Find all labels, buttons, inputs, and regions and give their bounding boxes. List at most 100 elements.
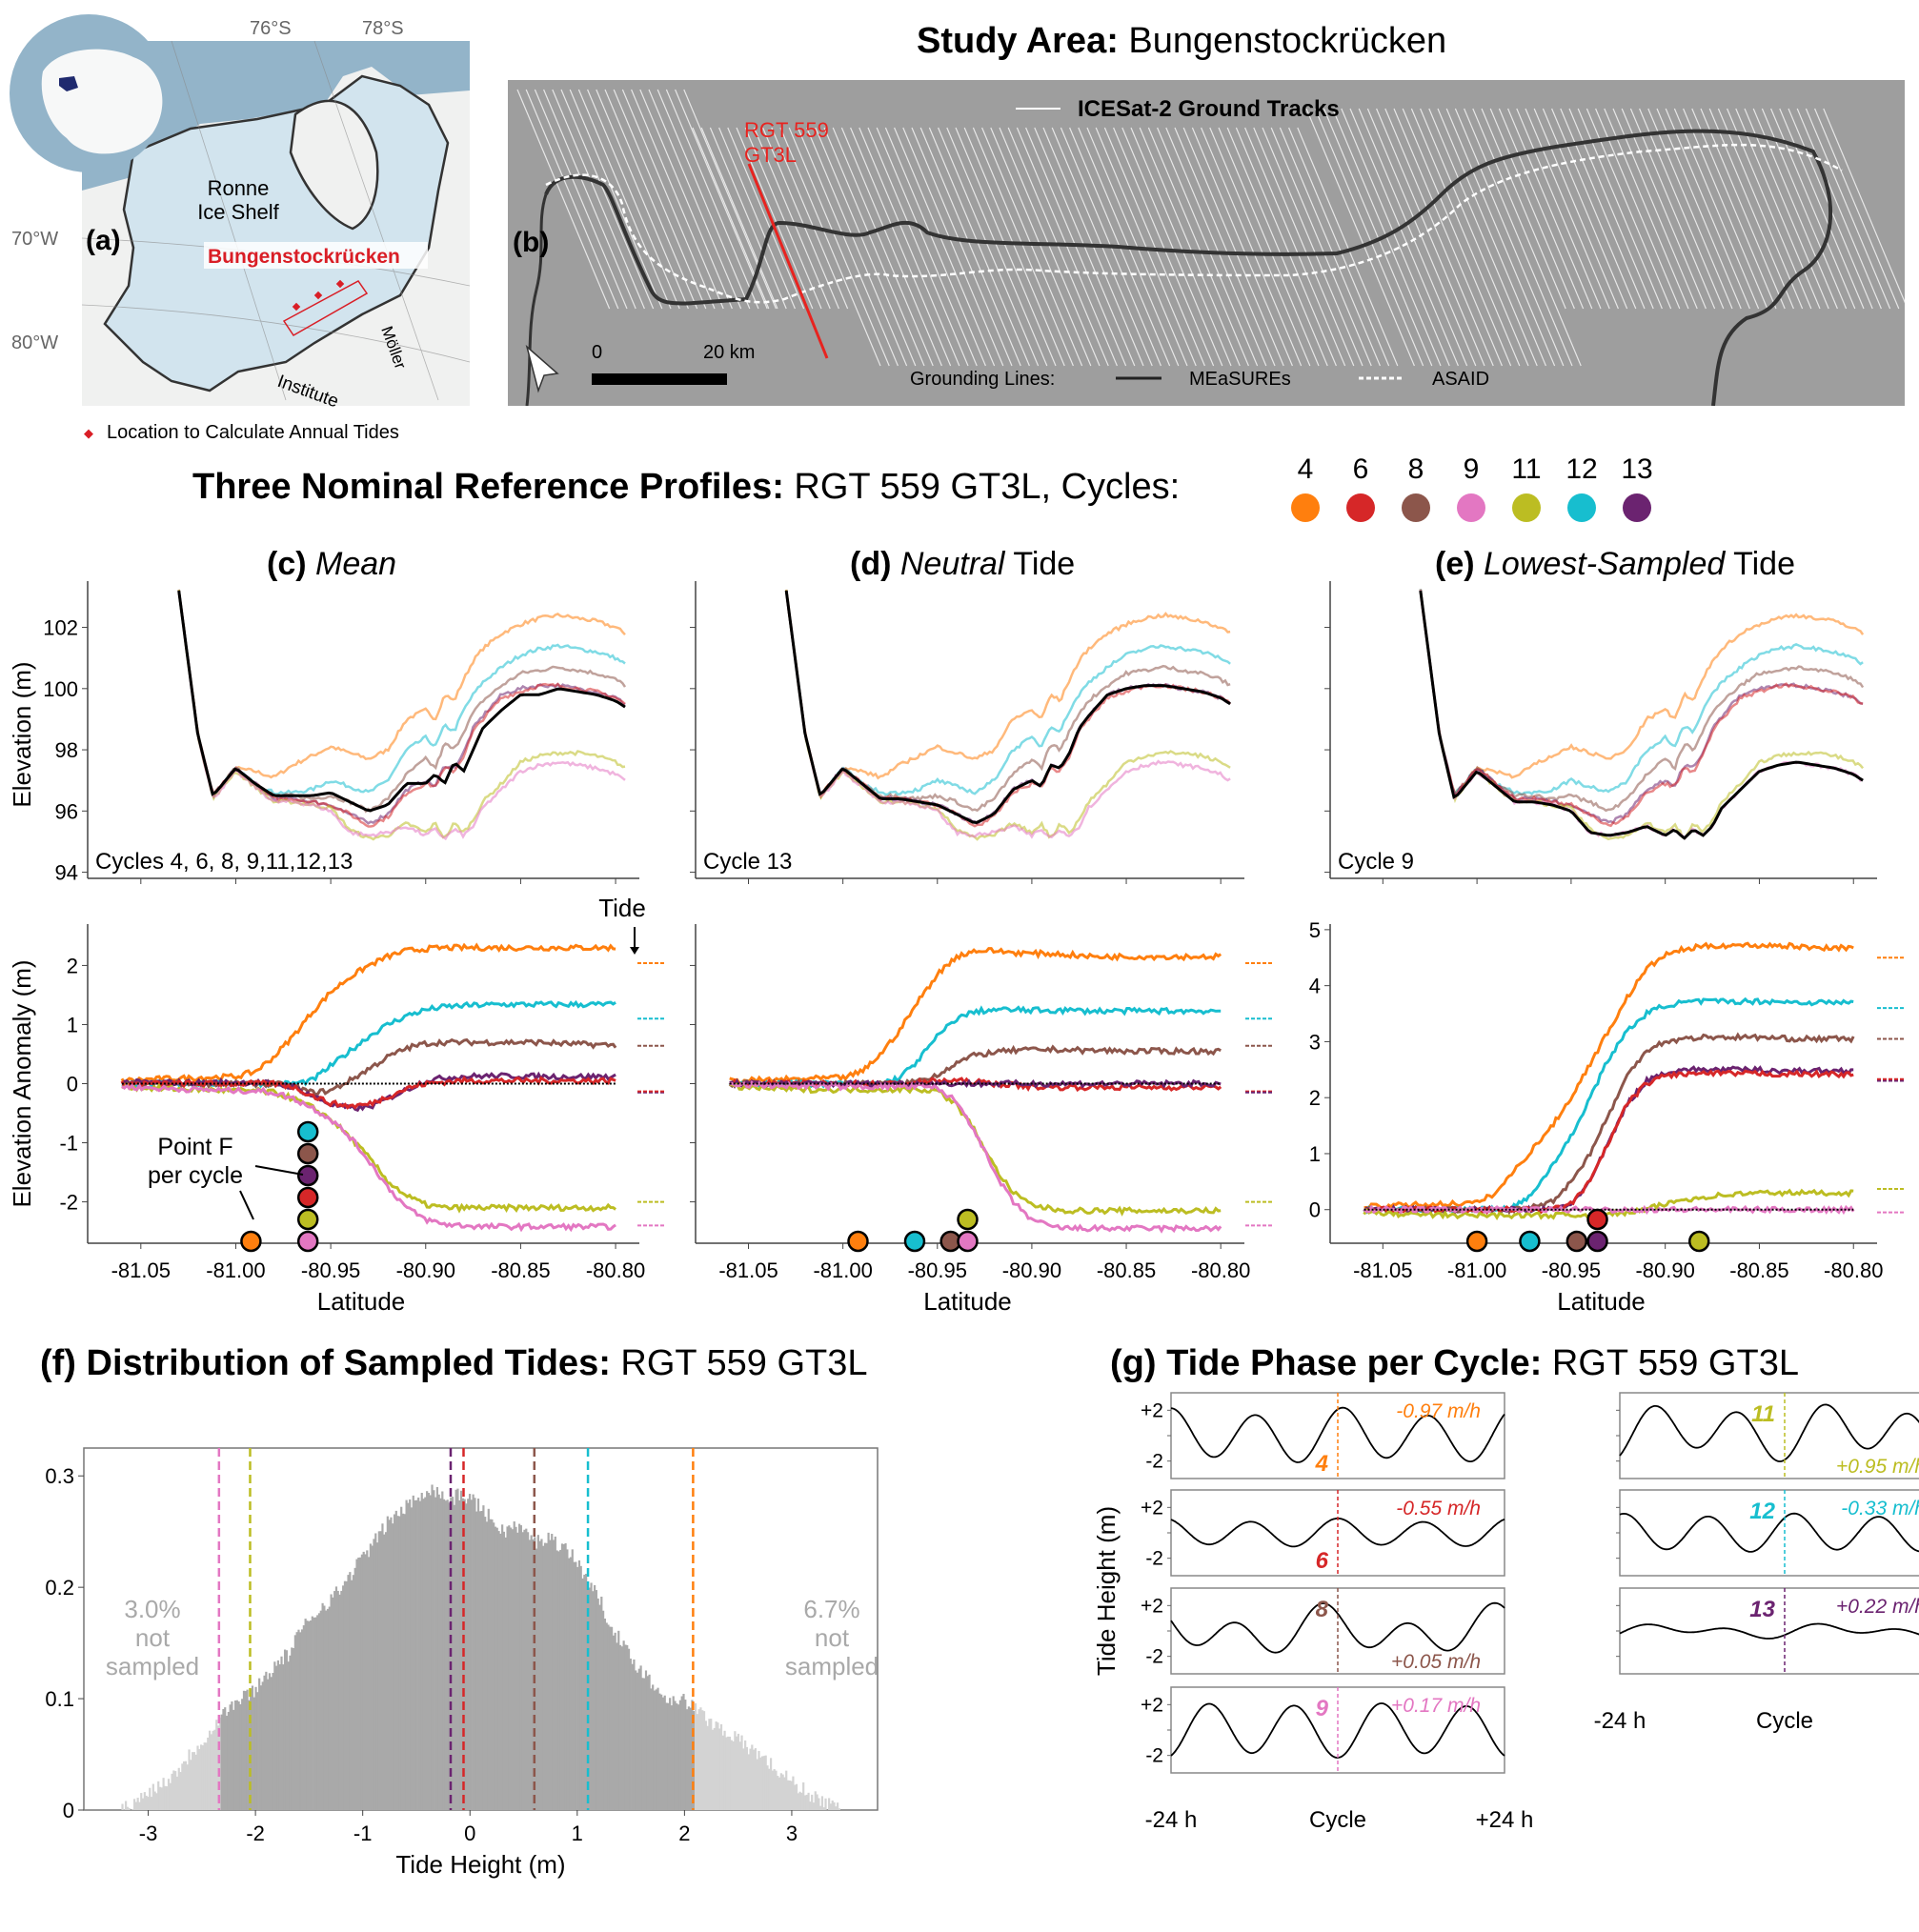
- ground-track-line: [675, 89, 768, 310]
- ground-track-line: [1507, 108, 1593, 310]
- hist-bar: [184, 1761, 188, 1810]
- hist-bar: [157, 1781, 160, 1810]
- hist-bar: [448, 1502, 451, 1810]
- hist-bar: [672, 1696, 675, 1810]
- hist-bar: [547, 1532, 550, 1810]
- hist-bar: [252, 1697, 255, 1810]
- ground-track-line: [709, 127, 787, 310]
- hist-bar: [717, 1722, 719, 1810]
- point-f-cycle-12: [1519, 1230, 1541, 1253]
- hist-ytick-label: 0.2: [45, 1576, 74, 1600]
- ground-track-line: [938, 127, 1040, 367]
- hist-bar: [802, 1781, 805, 1810]
- hist-bar: [648, 1674, 651, 1810]
- hist-bar: [446, 1499, 449, 1810]
- hist-bar: [336, 1590, 339, 1810]
- ground-track-line: [1708, 108, 1794, 310]
- hist-bar: [134, 1801, 137, 1810]
- hist-bar: [489, 1519, 492, 1810]
- hist-bar: [577, 1560, 581, 1810]
- hist-bar: [309, 1620, 313, 1810]
- ground-track-line: [700, 127, 778, 310]
- ground-track-line: [1139, 127, 1241, 367]
- hist-bar: [393, 1514, 396, 1810]
- hist-bar: [538, 1540, 541, 1810]
- hist-bar: [718, 1728, 721, 1810]
- hist-bar: [797, 1793, 799, 1810]
- ground-track-line: [1683, 108, 1768, 310]
- hist-bar: [454, 1489, 457, 1810]
- phase-ytick-minus2: -2: [1145, 1745, 1163, 1767]
- hist-bar: [132, 1799, 136, 1810]
- ground-track-line: [1560, 108, 1646, 310]
- anom-series-cycle-9: [729, 1080, 1222, 1234]
- hist-bar: [386, 1516, 389, 1810]
- hist-bar: [278, 1663, 281, 1810]
- ground-track-line: [631, 89, 724, 310]
- hist-bar: [491, 1519, 494, 1810]
- tide-location-2: [313, 291, 323, 300]
- hist-bar: [728, 1736, 732, 1810]
- hist-bar: [592, 1591, 595, 1810]
- hist-bar: [293, 1635, 296, 1810]
- hist-bar: [302, 1625, 305, 1810]
- hist-bar: [670, 1705, 674, 1810]
- hist-bar: [138, 1801, 141, 1810]
- hist-bar: [609, 1626, 612, 1810]
- ground-track-line: [1691, 108, 1777, 310]
- hist-bar: [586, 1586, 590, 1810]
- antarctica-continent: [41, 49, 163, 154]
- not-sampled-left-pct: 3.0%: [124, 1595, 180, 1623]
- hist-bar: [155, 1793, 158, 1810]
- ground-track-line: [1489, 108, 1575, 310]
- hist-bar: [410, 1507, 414, 1810]
- hist-bar: [427, 1492, 431, 1810]
- hist-bar: [246, 1689, 249, 1810]
- hist-bar: [814, 1791, 817, 1810]
- anom-ytick-label: 2: [1309, 1086, 1321, 1110]
- hist-bar: [412, 1495, 414, 1810]
- hist-bar: [351, 1580, 354, 1810]
- hist-bar: [696, 1714, 698, 1810]
- anom-series-cycle-6: [120, 1075, 616, 1110]
- tide-arrowhead-icon: [630, 947, 639, 955]
- ground-track-line: [621, 89, 716, 310]
- hist-bar: [551, 1534, 554, 1810]
- legend-diamond-icon: ◆: [84, 426, 93, 440]
- hist-bar: [192, 1752, 196, 1810]
- hist-bar: [560, 1543, 564, 1810]
- panel-a-map: 76°S 78°S 70°W 80°W (a) Ronne Ice Shelf …: [0, 0, 495, 448]
- hist-bar: [283, 1649, 287, 1810]
- hist-xtick-label: -3: [139, 1821, 158, 1845]
- hist-bar: [510, 1527, 513, 1810]
- ground-track-line: [1314, 108, 1424, 367]
- hist-bar: [605, 1622, 608, 1810]
- hist-bar: [495, 1527, 498, 1810]
- hist-bar: [612, 1635, 615, 1810]
- hist-bar: [360, 1554, 363, 1810]
- phase-rate-13: +0.22 m/h: [1836, 1596, 1919, 1618]
- map-a-svg: 76°S 78°S 70°W 80°W (a) Ronne Ice Shelf …: [10, 14, 471, 443]
- hist-bar: [773, 1769, 776, 1810]
- hist-bar: [829, 1803, 833, 1810]
- anom-series-cycle-11: [729, 1082, 1222, 1217]
- panel-d-title: (d) Neutral Tide: [850, 546, 1075, 583]
- anom-xtick-label: -81.05: [1353, 1258, 1412, 1282]
- hist-bar: [475, 1511, 478, 1810]
- hist-bar: [205, 1742, 208, 1810]
- ground-track-line: [1744, 108, 1829, 310]
- hist-bar: [467, 1499, 470, 1810]
- legend-cycle-dot-4: [1291, 493, 1320, 522]
- hist-bar: [212, 1730, 214, 1810]
- hist-bar: [140, 1793, 143, 1810]
- hist-bar: [150, 1797, 153, 1810]
- ground-track-line: [1130, 127, 1232, 367]
- hist-bar: [188, 1749, 191, 1810]
- hist-bar: [377, 1531, 380, 1810]
- hist-bar: [323, 1605, 326, 1810]
- tide-phase-charts: 4 -0.97 m/h +2 -2 6 -0.55 m/h +2 -2 8 +0.05 m/h +2…: [1092, 1392, 1919, 1833]
- ground-track-line: [1516, 108, 1602, 310]
- lat-label-78: 78°S: [362, 18, 404, 39]
- legend-cycle-label-6: 6: [1353, 453, 1369, 485]
